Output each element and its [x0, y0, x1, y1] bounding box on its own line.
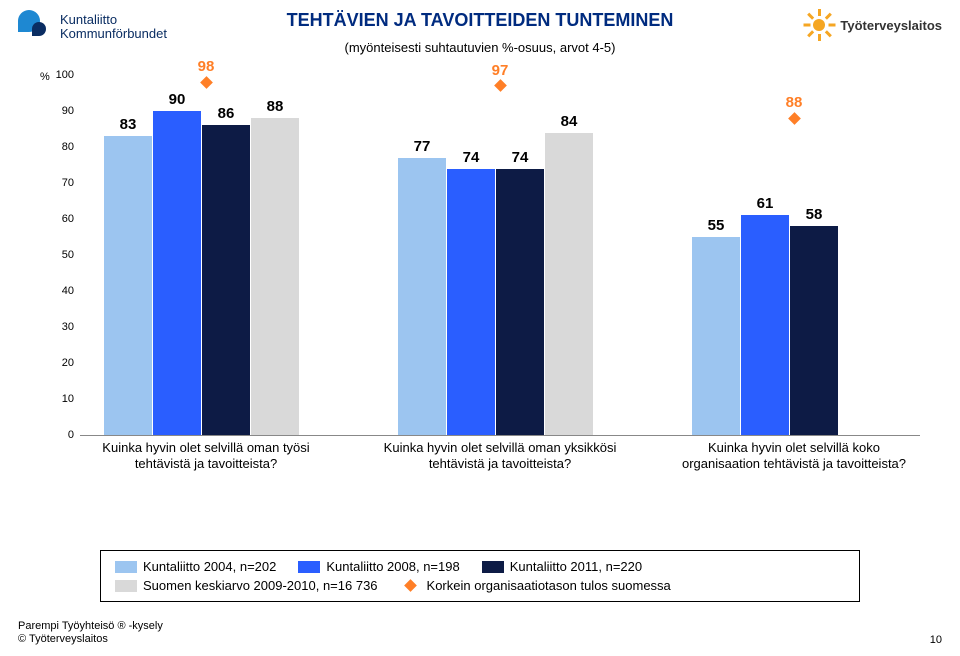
legend-swatch [115, 580, 137, 592]
bar: 88 [251, 118, 299, 435]
legend-label: Kuntaliitto 2004, n=202 [143, 559, 276, 574]
legend-label: Kuntaliitto 2011, n=220 [510, 559, 642, 574]
bar-value-label: 55 [708, 217, 725, 234]
legend: Kuntaliitto 2004, n=202 Kuntaliitto 2008,… [100, 550, 860, 602]
bar-value-label: 83 [120, 116, 137, 133]
legend-swatch [298, 561, 320, 573]
y-axis: 0102030405060708090100 [40, 75, 80, 435]
y-tick: 50 [62, 249, 74, 261]
legend-item: Suomen keskiarvo 2009-2010, n=16 736 [115, 578, 378, 593]
bar: 86 [202, 125, 250, 435]
bar-value-label: 86 [218, 105, 235, 122]
bar-value-label: 58 [806, 206, 823, 223]
chart-title: TEHTÄVIEN JA TAVOITTEIDEN TUNTEMINEN [0, 10, 960, 31]
legend-label: Korkein organisaatiotason tulos suomessa [427, 578, 671, 593]
legend-diamond-icon [404, 579, 417, 592]
x-category-label: Kuinka hyvin olet selvillä oman työsi te… [84, 440, 328, 471]
legend-item: Kuntaliitto 2004, n=202 [115, 559, 276, 574]
bar: 61 [741, 215, 789, 435]
y-tick: 100 [56, 69, 74, 81]
legend-item: Kuntaliitto 2008, n=198 [298, 559, 459, 574]
bar-value-label: 88 [267, 98, 284, 115]
bar: 55 [692, 237, 740, 435]
chart-subtitle: (myönteisesti suhtautuvien %-osuus, arvo… [0, 40, 960, 55]
y-tick: 0 [68, 429, 74, 441]
footer: Parempi Työyhteisö ® -kysely © Työtervey… [18, 620, 163, 646]
page-number: 10 [930, 634, 942, 646]
y-tick: 30 [62, 321, 74, 333]
x-category-label: Kuinka hyvin olet selvillä oman yksikkös… [378, 440, 622, 471]
bar-value-label: 84 [561, 113, 578, 130]
marker-value-label: 97 [492, 62, 509, 79]
footer-line2: © Työterveyslaitos [18, 633, 163, 646]
bar-value-label: 61 [757, 195, 774, 212]
bar-value-label: 74 [463, 149, 480, 166]
legend-swatch [482, 561, 504, 573]
bar: 90 [153, 111, 201, 435]
y-tick: 20 [62, 357, 74, 369]
marker-value-label: 88 [786, 94, 803, 111]
legend-label: Suomen keskiarvo 2009-2010, n=16 736 [143, 578, 378, 593]
y-tick: 10 [62, 393, 74, 405]
legend-swatch [115, 561, 137, 573]
bar: 74 [496, 169, 544, 435]
bar-value-label: 90 [169, 91, 186, 108]
legend-item: Korkein organisaatiotason tulos suomessa [400, 578, 671, 593]
y-tick: 70 [62, 177, 74, 189]
bar-value-label: 77 [414, 138, 431, 155]
legend-label: Kuntaliitto 2008, n=198 [326, 559, 459, 574]
footer-line1: Parempi Työyhteisö ® -kysely [18, 620, 163, 633]
y-tick: 40 [62, 285, 74, 297]
plot-area: 8390868898777474849755615888 [80, 75, 920, 436]
y-tick: 90 [62, 105, 74, 117]
bar: 77 [398, 158, 446, 435]
bar: 83 [104, 136, 152, 435]
bar-value-label: 74 [512, 149, 529, 166]
bar: 84 [545, 133, 593, 435]
y-tick: 80 [62, 141, 74, 153]
marker-value-label: 98 [198, 58, 215, 75]
chart: % 0102030405060708090100 839086889877747… [40, 75, 920, 515]
bar: 74 [447, 169, 495, 435]
bar: 58 [790, 226, 838, 435]
x-category-label: Kuinka hyvin olet selvillä koko organisa… [672, 440, 916, 471]
legend-item: Kuntaliitto 2011, n=220 [482, 559, 642, 574]
y-tick: 60 [62, 213, 74, 225]
